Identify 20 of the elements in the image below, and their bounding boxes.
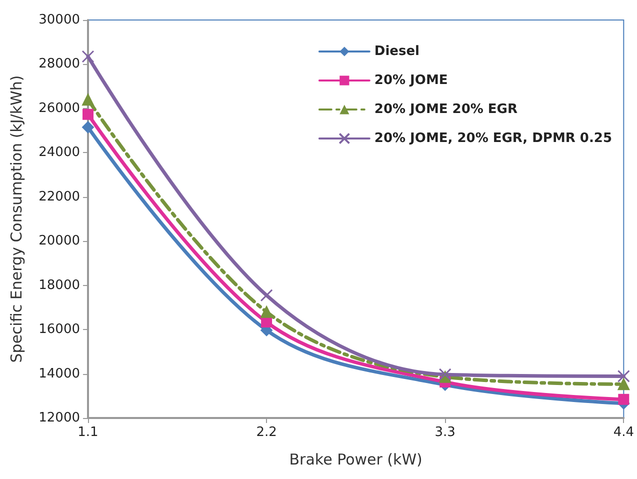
legend-label: 20% JOME 20% EGR xyxy=(374,102,518,117)
x-axis-title: Brake Power (kW) xyxy=(289,450,422,468)
legend-label: Diesel xyxy=(374,44,420,59)
y-tick-label: 16000 xyxy=(38,322,80,338)
x-tick-label: 3.3 xyxy=(434,425,456,440)
y-tick-label: 18000 xyxy=(38,278,80,293)
y-tick-label: 30000 xyxy=(38,12,80,28)
y-tick-label: 14000 xyxy=(38,366,80,382)
legend-label: 20% JOME, 20% EGR, DPMR 0.25 xyxy=(374,131,612,146)
y-tick-label: 24000 xyxy=(38,145,80,160)
y-tick-label: 22000 xyxy=(38,189,80,204)
x-tick-label: 1.1 xyxy=(78,425,98,440)
y-tick-label: 26000 xyxy=(38,100,80,116)
x-tick-label: 2.2 xyxy=(256,425,277,440)
y-tick-label: 28000 xyxy=(38,56,80,72)
y-tick-label: 20000 xyxy=(38,234,80,249)
y-tick-label: 12000 xyxy=(38,410,80,426)
y-axis-title: Specific Energy Consumption (kJ/kWh) xyxy=(8,75,26,363)
x-tick-label: 4.4 xyxy=(613,425,634,440)
legend-label: 20% JOME xyxy=(374,73,448,88)
